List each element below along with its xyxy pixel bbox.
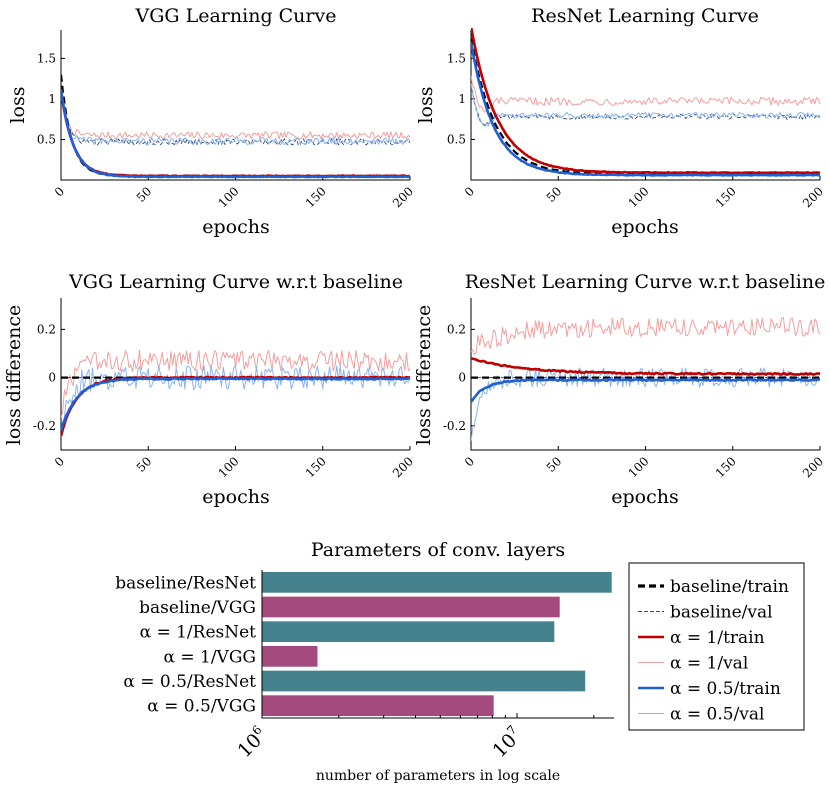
chart-title: VGG Learning Curve w.r.t baseline <box>68 271 403 293</box>
x-tick-label: 150 <box>713 454 739 480</box>
x-tick-label: 0 <box>462 184 477 199</box>
legend-items: baseline/train baseline/val α = 1/train α =… <box>638 577 789 725</box>
bar <box>262 571 612 593</box>
y-tick-label: 0 <box>48 371 56 385</box>
y-tick-label: 1 <box>458 92 466 106</box>
chart-params: Parameters of conv. layers number of par… <box>115 539 614 784</box>
chart-title: ResNet Learning Curve w.r.t baseline <box>465 271 826 293</box>
x-tick-label: 106 <box>232 723 271 762</box>
plot-area: 0.5 1 1.5 0 50 100 150 200 <box>37 30 416 210</box>
y-tick-label: -0.2 <box>33 419 56 433</box>
x-tick-label: 50 <box>544 454 565 475</box>
x-tick-label: 150 <box>303 454 329 480</box>
bar <box>262 695 494 717</box>
series-line-ht <box>471 42 821 177</box>
legend: baseline/train baseline/val α = 1/train α =… <box>628 562 805 731</box>
x-tick-label: 0 <box>462 454 477 469</box>
bar <box>262 621 555 643</box>
series-line-hv <box>61 365 411 431</box>
y-tick-label: 0.2 <box>37 322 56 336</box>
x-tick-label: 200 <box>390 454 416 480</box>
x-axis-label: epochs <box>202 216 269 238</box>
series-line-av <box>471 317 821 356</box>
series-line-at <box>471 357 821 376</box>
x-tick-label: 0 <box>52 454 67 469</box>
x-tick-label: 150 <box>303 184 329 210</box>
bar-category-label: α = 0.5/VGG <box>147 697 256 717</box>
x-axis-label: epochs <box>202 486 269 508</box>
series-line-av <box>471 76 821 113</box>
legend-label: α = 1/train <box>670 628 765 648</box>
x-axis-label: epochs <box>611 216 678 238</box>
plot-area: baseline/ResNet baseline/VGG α = 1/ResNet α… <box>115 570 614 762</box>
x-tick-label: 0 <box>52 184 67 199</box>
bar-category-label: α = 1/VGG <box>163 647 256 667</box>
bar <box>262 670 586 692</box>
x-tick-label: 200 <box>800 454 826 480</box>
y-tick-label: -0.2 <box>443 419 466 433</box>
legend-label: α = 0.5/train <box>670 679 781 699</box>
chart-resnet-diff: ResNet Learning Curve w.r.t baseline los… <box>413 271 826 508</box>
y-tick-label: 1 <box>48 92 56 106</box>
bar-category-label: α = 1/ResNet <box>140 623 257 643</box>
bar <box>262 596 560 618</box>
x-tick-label: 100 <box>626 454 652 480</box>
x-axis-label: epochs <box>611 486 678 508</box>
bar <box>262 645 318 667</box>
series-line-av <box>61 92 411 140</box>
x-tick-label: 100 <box>216 184 242 210</box>
y-tick-label: 0 <box>458 371 466 385</box>
legend-label: baseline/train <box>670 577 789 597</box>
axis-frame <box>60 298 410 451</box>
x-tick-label: 200 <box>800 184 826 210</box>
series-line-hv <box>471 367 821 441</box>
y-tick-label: 0.5 <box>37 132 56 146</box>
y-tick-label: 0.2 <box>447 322 466 336</box>
x-tick-label: 200 <box>390 184 416 210</box>
x-tick-label: 50 <box>134 184 155 205</box>
series-line-hv <box>471 83 821 127</box>
x-tick-label: 100 <box>216 454 242 480</box>
bar-category-label: baseline/ResNet <box>115 573 256 593</box>
chart-title: ResNet Learning Curve <box>531 5 759 27</box>
series-line-ht <box>471 378 820 403</box>
x-tick-label: 100 <box>626 184 652 210</box>
chart-vgg-curve: VGG Learning Curve loss epochs 0.5 1 1.5 0 5… <box>7 5 416 238</box>
legend-label: α = 1/val <box>670 654 748 674</box>
x-tick-label: 50 <box>544 184 565 205</box>
y-tick-label: 1.5 <box>447 51 466 65</box>
y-tick-label: 0.5 <box>447 132 466 146</box>
axis-frame <box>60 30 410 181</box>
chart-vgg-diff: VGG Learning Curve w.r.t baseline loss d… <box>3 271 416 508</box>
series-line-bv <box>471 83 821 127</box>
series-line-ht <box>61 89 411 179</box>
chart-resnet-curve: ResNet Learning Curve loss epochs 0.5 1 1.… <box>415 5 826 238</box>
legend-box <box>628 562 805 731</box>
y-axis-label: loss <box>7 86 29 123</box>
series-line-bt <box>61 74 411 178</box>
x-tick-label: 50 <box>134 454 155 475</box>
chart-title: VGG Learning Curve <box>135 5 337 27</box>
series-line-ht <box>61 376 411 432</box>
x-axis-label: number of parameters in log scale <box>316 768 560 784</box>
y-axis-label: loss difference <box>3 305 25 446</box>
x-tick-label: 107 <box>487 723 526 762</box>
plot-area: -0.2 0 0.2 0 50 100 150 200 <box>443 298 826 480</box>
chart-title: Parameters of conv. layers <box>311 539 565 561</box>
plot-area: -0.2 0 0.2 0 50 100 150 200 <box>33 298 416 480</box>
legend-label: baseline/val <box>670 603 773 623</box>
series-line-hv <box>61 90 411 146</box>
series-line-at <box>61 90 411 178</box>
y-axis-label: loss <box>415 86 437 123</box>
y-axis-label: loss difference <box>413 305 435 446</box>
bar-category-label: α = 0.5/ResNet <box>123 672 256 692</box>
series-line-at <box>471 28 821 175</box>
legend-label: α = 0.5/val <box>670 705 764 725</box>
y-tick-label: 1.5 <box>37 51 56 65</box>
series-line-bv <box>61 80 411 146</box>
bar-category-label: baseline/VGG <box>139 598 256 618</box>
x-tick-label: 150 <box>713 184 739 210</box>
plot-area: 0.5 1 1.5 0 50 100 150 200 <box>447 28 826 210</box>
